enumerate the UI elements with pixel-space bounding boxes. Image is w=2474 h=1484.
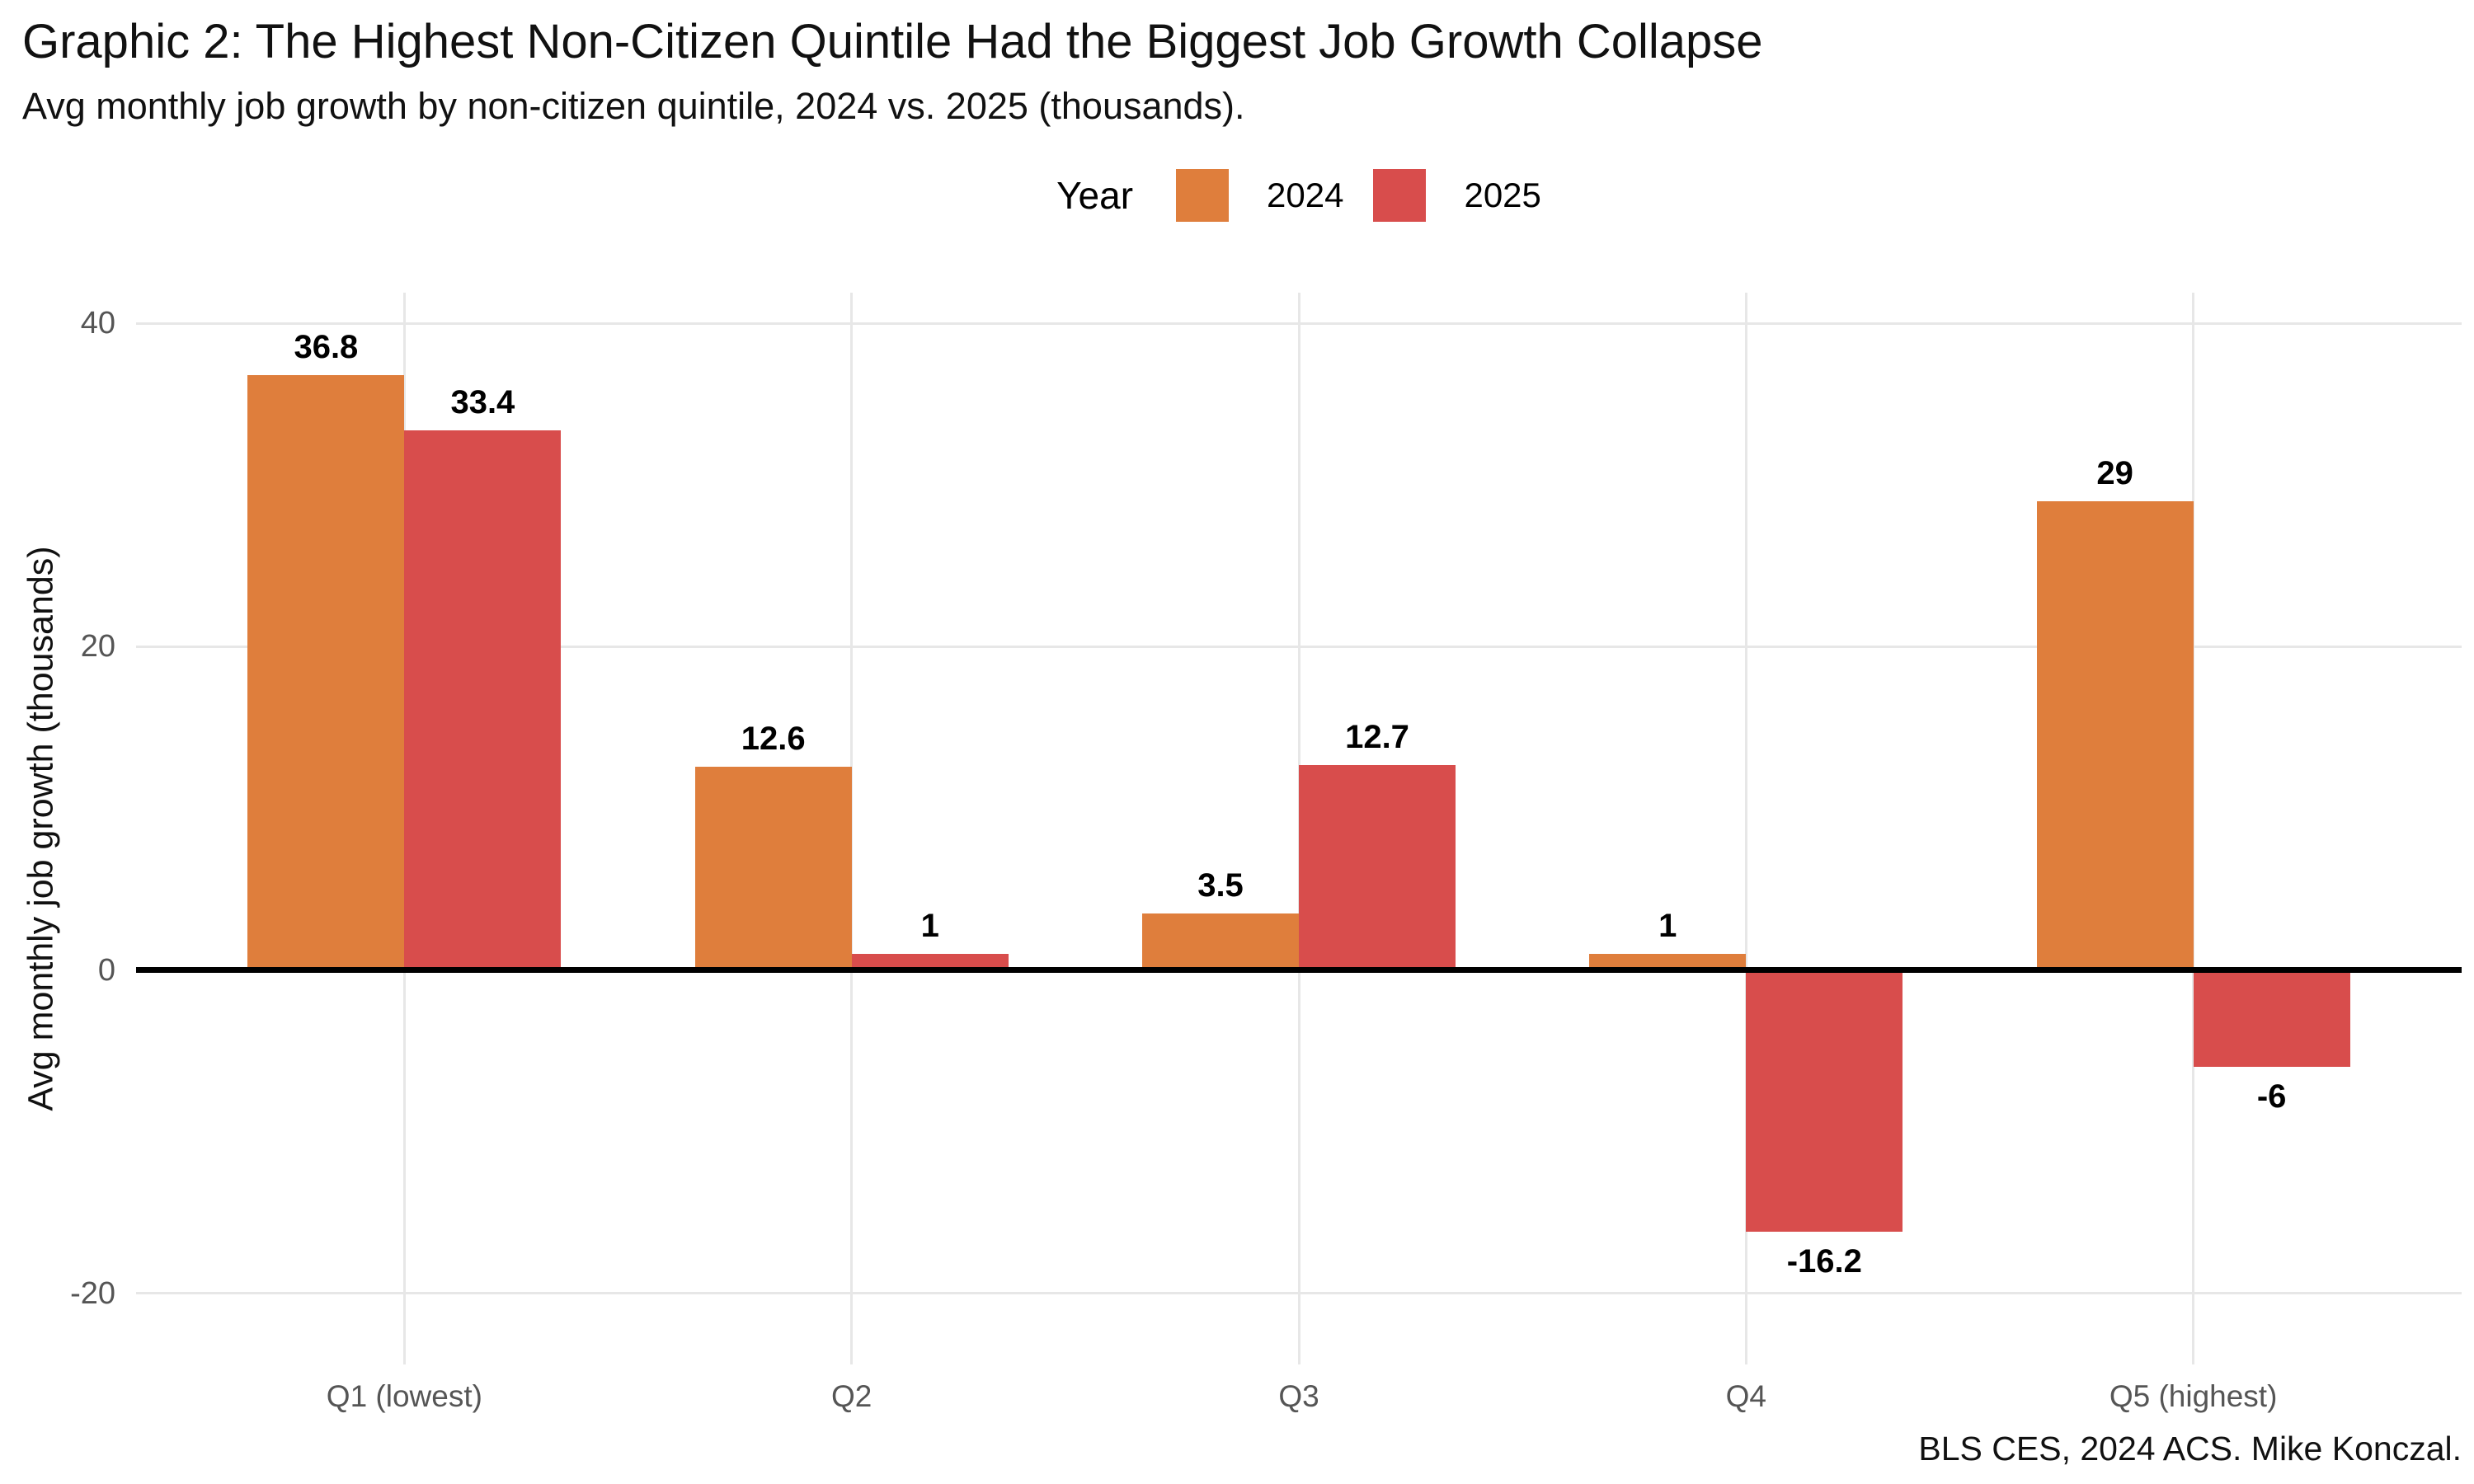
bar-2025-q1-lowest	[404, 430, 562, 970]
legend-label-2024: 2024	[1267, 176, 1344, 214]
chart-subtitle: Avg monthly job growth by non-citizen qu…	[22, 85, 1245, 127]
gridline-horizontal--20	[136, 1292, 2462, 1295]
legend-label-2025: 2025	[1464, 176, 1541, 214]
legend-title: Year	[1056, 174, 1134, 217]
bar-2025-q2	[851, 953, 1009, 970]
legend-item-2025: 2025	[1373, 169, 1541, 222]
bar-2025-q4	[1746, 970, 1903, 1233]
bar-2025-q5-highest	[2193, 970, 2350, 1068]
bar-value-label-2024-q4: 1	[1658, 907, 1677, 944]
y-axis-tick-label-40: 40	[80, 306, 115, 341]
bar-value-label-2025-q3: 12.7	[1345, 718, 1409, 755]
y-axis-tick-label--20: -20	[70, 1275, 115, 1311]
gridline-horizontal-20	[136, 645, 2462, 648]
bar-2024-q2	[694, 766, 852, 970]
x-axis-tick-label-q5-highest: Q5 (highest)	[2109, 1379, 2278, 1413]
x-axis-tick-label-q2: Q2	[831, 1379, 872, 1413]
legend-item-2024: 2024	[1176, 169, 1343, 222]
bar-value-label-2025-q2: 1	[920, 907, 939, 944]
gridline-vertical-q2	[850, 293, 854, 1364]
gridline-horizontal-40	[136, 322, 2462, 325]
bar-value-label-2025-q4: -16.2	[1786, 1243, 1862, 1280]
legend-swatch-2025	[1373, 169, 1427, 222]
bar-value-label-2025-q1-lowest: 33.4	[450, 383, 515, 420]
bar-value-label-2025-q5-highest: -6	[2256, 1078, 2287, 1115]
bar-2024-q1-lowest	[247, 375, 405, 970]
y-axis-tick-label-0: 0	[97, 952, 115, 988]
zero-baseline	[136, 967, 2462, 974]
y-axis-tick-label-20: 20	[80, 629, 115, 665]
bar-value-label-2024-q2: 12.6	[741, 720, 806, 757]
legend: Year 2024 2025	[136, 168, 2462, 223]
x-axis-tick-label-q1-lowest: Q1 (lowest)	[326, 1379, 482, 1413]
bar-2024-q5-highest	[2036, 500, 2194, 970]
chart-title: Graphic 2: The Highest Non-Citizen Quint…	[22, 15, 1763, 68]
bar-2025-q3	[1299, 764, 1456, 970]
plot-panel: 36.8 12.6 3.5 1 29 33.4 1 12.7 -16.2 -6	[136, 293, 2462, 1364]
x-axis-tick-label-q3: Q3	[1278, 1379, 1319, 1413]
source-caption: BLS CES, 2024 ACS. Mike Konczal.	[1918, 1430, 2462, 1468]
x-axis-tick-label-q4: Q4	[1725, 1379, 1766, 1413]
gridline-vertical-q5-highest	[2192, 293, 2195, 1364]
bar-value-label-2024-q3: 3.5	[1197, 866, 1244, 904]
bar-2024-q3	[1142, 913, 1299, 970]
bar-value-label-2024-q1-lowest: 36.8	[294, 329, 359, 365]
bar-2024-q4	[1589, 953, 1747, 970]
bar-value-label-2024-q5-highest: 29	[2096, 454, 2133, 491]
legend-swatch-2024	[1176, 169, 1230, 222]
gridline-vertical-q4	[1744, 293, 1747, 1364]
